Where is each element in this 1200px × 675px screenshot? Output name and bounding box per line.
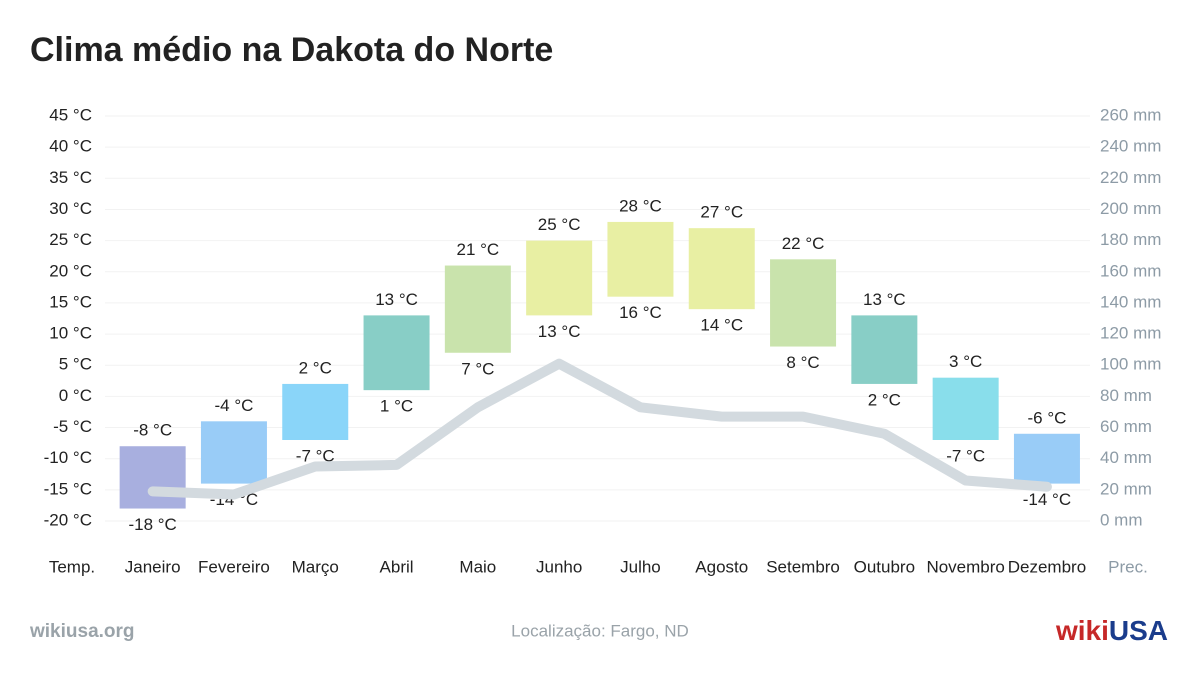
y2-tick-label: 260 mm <box>1100 105 1161 124</box>
low-label: 1 °C <box>380 397 413 416</box>
temperature-bar <box>851 315 918 384</box>
y-tick-label: 20 °C <box>49 261 92 280</box>
x-tick-label: Maio <box>459 557 496 576</box>
logo-wiki: wiki <box>1055 615 1109 646</box>
y2-axis-label: Prec. <box>1108 557 1148 576</box>
y-tick-label: 30 °C <box>49 199 92 218</box>
low-label: 2 °C <box>868 390 901 409</box>
y2-tick-label: 100 mm <box>1100 355 1161 374</box>
x-tick-label: Dezembro <box>1008 557 1086 576</box>
y-tick-label: 10 °C <box>49 324 92 343</box>
temperature-bar <box>932 377 999 440</box>
low-label: -7 °C <box>946 446 985 465</box>
low-label: -7 °C <box>296 446 335 465</box>
y2-tick-label: 140 mm <box>1100 292 1161 311</box>
y-tick-label: -15 °C <box>44 479 92 498</box>
high-label: 22 °C <box>782 234 825 253</box>
y2-tick-label: 60 mm <box>1100 417 1152 436</box>
temperature-bar <box>688 228 755 310</box>
temperature-bar <box>119 446 186 509</box>
x-tick-label: Outubro <box>854 557 915 576</box>
temperature-bar <box>770 259 837 347</box>
low-label: 13 °C <box>538 322 581 341</box>
y2-tick-label: 40 mm <box>1100 448 1152 467</box>
low-label: 16 °C <box>619 303 662 322</box>
high-label: -6 °C <box>1027 408 1066 427</box>
y-tick-label: 35 °C <box>49 168 92 187</box>
temperature-bar <box>526 240 593 316</box>
low-label: -18 °C <box>128 515 176 534</box>
logo: wikiUSA <box>1055 615 1168 646</box>
y2-tick-label: 200 mm <box>1100 199 1161 218</box>
y-tick-label: 45 °C <box>49 105 92 124</box>
low-label: 7 °C <box>461 359 494 378</box>
location: Localização: Fargo, ND <box>511 621 689 640</box>
temperature-bar <box>200 421 267 484</box>
y2-tick-label: 160 mm <box>1100 261 1161 280</box>
temperature-bar <box>363 315 430 391</box>
x-tick-label: Agosto <box>695 557 748 576</box>
chart-title: Clima médio na Dakota do Norte <box>30 31 553 69</box>
x-tick-label: Abril <box>380 557 414 576</box>
x-tick-label: Março <box>292 557 339 576</box>
x-tick-label: Fevereiro <box>198 557 270 576</box>
y-tick-label: 40 °C <box>49 137 92 156</box>
high-label: 27 °C <box>700 203 743 222</box>
y-tick-label: 15 °C <box>49 292 92 311</box>
low-label: 8 °C <box>786 353 819 372</box>
y2-tick-label: 240 mm <box>1100 137 1161 156</box>
y2-tick-label: 180 mm <box>1100 230 1161 249</box>
high-label: 28 °C <box>619 196 662 215</box>
y-tick-label: -20 °C <box>44 510 92 529</box>
x-tick-label: Junho <box>536 557 582 576</box>
x-tick-label: Julho <box>620 557 661 576</box>
y2-tick-label: 20 mm <box>1100 479 1152 498</box>
y-tick-label: 5 °C <box>59 355 92 374</box>
high-label: 21 °C <box>456 240 499 259</box>
y-tick-label: -5 °C <box>53 417 92 436</box>
y-tick-label: -10 °C <box>44 448 92 467</box>
source: wikiusa.org <box>29 621 135 642</box>
y-axis-label: Temp. <box>49 557 95 576</box>
low-label: -14 °C <box>1023 490 1071 509</box>
temperature-bar <box>444 265 511 353</box>
y2-tick-label: 220 mm <box>1100 168 1161 187</box>
precipitation-line <box>147 358 1052 500</box>
high-label: 13 °C <box>375 290 418 309</box>
high-label: 25 °C <box>538 215 581 234</box>
high-label: 13 °C <box>863 290 906 309</box>
y2-tick-label: 120 mm <box>1100 324 1161 343</box>
x-tick-label: Janeiro <box>125 557 181 576</box>
y-tick-label: 25 °C <box>49 230 92 249</box>
y2-tick-label: 80 mm <box>1100 386 1152 405</box>
temperature-bar <box>282 383 349 440</box>
logo-usa: USA <box>1109 615 1168 646</box>
temperature-bar <box>1013 433 1080 484</box>
temperature-bar <box>607 221 674 297</box>
low-label: 14 °C <box>700 316 743 335</box>
high-label: -8 °C <box>133 421 172 440</box>
y-tick-label: 0 °C <box>59 386 92 405</box>
x-tick-label: Novembro <box>926 557 1004 576</box>
y2-tick-label: 0 mm <box>1100 510 1143 529</box>
x-tick-label: Setembro <box>766 557 840 576</box>
high-label: -4 °C <box>214 396 253 415</box>
high-label: 3 °C <box>949 352 982 371</box>
high-label: 2 °C <box>299 358 332 377</box>
